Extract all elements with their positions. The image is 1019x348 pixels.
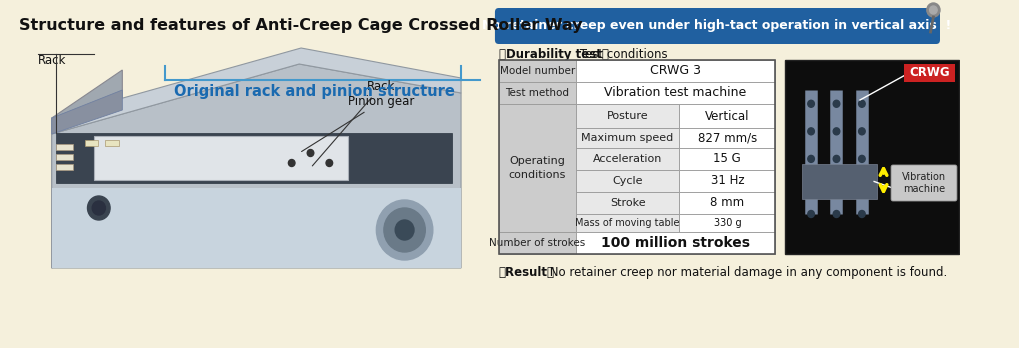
Circle shape	[88, 196, 110, 220]
Circle shape	[926, 3, 940, 17]
FancyBboxPatch shape	[891, 165, 956, 201]
Circle shape	[807, 100, 813, 107]
Circle shape	[326, 159, 332, 166]
Bar	[576, 232, 774, 254]
Circle shape	[307, 150, 314, 157]
Bar	[679, 170, 774, 192]
Circle shape	[92, 201, 105, 215]
Bar	[85, 140, 98, 146]
Circle shape	[807, 128, 813, 135]
Text: 8 mm: 8 mm	[709, 197, 744, 209]
Text: 31 Hz: 31 Hz	[710, 174, 744, 188]
Text: 〈Result〉: 〈Result〉	[498, 266, 554, 279]
Text: CRWG: CRWG	[908, 66, 949, 79]
Bar	[576, 170, 679, 192]
Text: Original rack and pinion structure: Original rack and pinion structure	[174, 84, 454, 99]
Bar	[679, 192, 774, 214]
Text: Structure and features of Anti-Creep Cage Crossed Roller Way: Structure and features of Anti-Creep Cag…	[18, 18, 582, 33]
Circle shape	[394, 220, 414, 240]
Text: Mass of moving table: Mass of moving table	[575, 218, 680, 228]
Circle shape	[833, 183, 839, 190]
Bar	[56, 164, 73, 170]
Circle shape	[288, 159, 294, 166]
Bar	[801, 164, 876, 199]
Text: 100 million strokes: 100 million strokes	[600, 236, 749, 250]
Bar	[498, 60, 774, 254]
Bar	[784, 60, 958, 254]
FancyBboxPatch shape	[0, 0, 962, 348]
Bar	[576, 128, 679, 148]
Circle shape	[928, 6, 936, 14]
Bar	[679, 148, 774, 170]
Circle shape	[833, 156, 839, 163]
Polygon shape	[52, 90, 122, 134]
Text: Vertical: Vertical	[704, 110, 749, 122]
Bar	[576, 214, 679, 232]
Text: Posture: Posture	[606, 111, 648, 121]
Circle shape	[858, 100, 864, 107]
Text: 330 g: 330 g	[713, 218, 741, 228]
Bar	[498, 60, 576, 82]
Bar	[576, 104, 679, 128]
Polygon shape	[52, 188, 461, 268]
Text: Rack: Rack	[38, 54, 66, 67]
Polygon shape	[52, 70, 122, 268]
Circle shape	[858, 156, 864, 163]
Text: No retainer creep even under high-tact operation in vertical axis  !: No retainer creep even under high-tact o…	[482, 19, 951, 32]
Text: No retainer creep nor material damage in any component is found.: No retainer creep nor material damage in…	[545, 266, 946, 279]
Bar	[576, 60, 774, 82]
Text: Maximum speed: Maximum speed	[581, 133, 674, 143]
Text: Cycle: Cycle	[611, 176, 642, 186]
Circle shape	[807, 156, 813, 163]
Polygon shape	[56, 133, 451, 183]
Bar	[576, 82, 774, 104]
Bar	[105, 140, 118, 146]
Text: Operating
conditions: Operating conditions	[508, 156, 566, 180]
Text: 〈Durability test〉: 〈Durability test〉	[498, 48, 608, 61]
Circle shape	[376, 200, 432, 260]
Text: CRWG 3: CRWG 3	[649, 64, 700, 78]
Circle shape	[383, 208, 425, 252]
Text: Vibration
machine: Vibration machine	[901, 172, 946, 194]
Polygon shape	[52, 64, 461, 268]
Polygon shape	[52, 48, 461, 134]
Text: Vibration test machine: Vibration test machine	[604, 87, 746, 100]
Bar	[23, 48, 482, 296]
Circle shape	[858, 211, 864, 218]
Text: Rack: Rack	[312, 80, 395, 166]
Bar	[679, 214, 774, 232]
FancyBboxPatch shape	[494, 8, 940, 44]
Text: 15 G: 15 G	[712, 152, 741, 166]
Circle shape	[833, 100, 839, 107]
Circle shape	[833, 128, 839, 135]
Bar	[576, 148, 679, 170]
Text: Test method: Test method	[504, 88, 569, 98]
Bar	[498, 104, 576, 232]
Text: Model number: Model number	[499, 66, 575, 76]
Bar	[576, 192, 679, 214]
Circle shape	[807, 183, 813, 190]
Bar	[679, 128, 774, 148]
Bar	[498, 232, 576, 254]
Bar	[498, 82, 576, 104]
Circle shape	[807, 211, 813, 218]
FancyBboxPatch shape	[904, 64, 954, 82]
Text: Pinion gear: Pinion gear	[302, 95, 414, 151]
Text: Test conditions: Test conditions	[576, 48, 666, 61]
Text: Stroke: Stroke	[609, 198, 645, 208]
Circle shape	[858, 128, 864, 135]
Circle shape	[858, 183, 864, 190]
Bar	[679, 104, 774, 128]
Circle shape	[833, 211, 839, 218]
Bar	[56, 154, 73, 160]
Text: 827 mm/s: 827 mm/s	[697, 132, 756, 144]
Text: Acceleration: Acceleration	[592, 154, 661, 164]
Polygon shape	[94, 136, 347, 180]
Text: Number of strokes: Number of strokes	[489, 238, 585, 248]
Bar	[56, 144, 73, 150]
